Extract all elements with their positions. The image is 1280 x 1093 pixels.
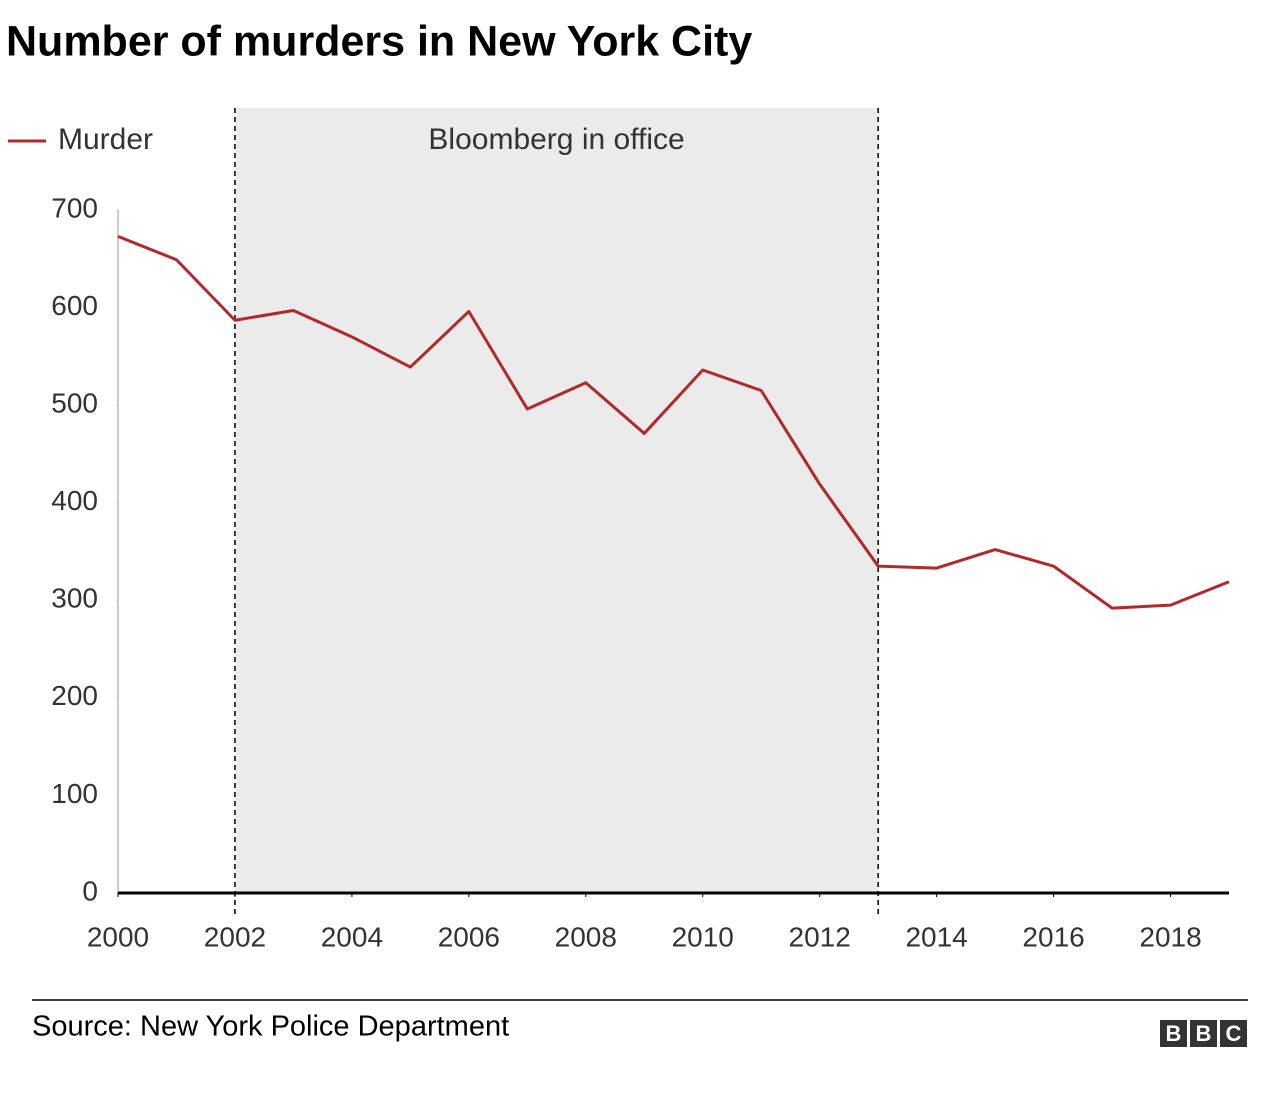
y-tick-label: 400 <box>51 485 98 516</box>
y-tick-label: 200 <box>51 680 98 711</box>
shaded-period <box>234 108 879 893</box>
legend-label: Murder <box>58 123 153 156</box>
x-tick-label: 2000 <box>87 921 149 952</box>
y-tick-label: 0 <box>82 875 98 906</box>
y-tick-label: 700 <box>51 192 98 223</box>
logo-letter: B <box>1166 1021 1182 1046</box>
y-tick-label: 600 <box>51 290 98 321</box>
logo-letter: B <box>1196 1021 1212 1046</box>
x-tick-label: 2006 <box>438 921 500 952</box>
x-tick-label: 2010 <box>672 921 734 952</box>
chart-title: Number of murders in New York City <box>6 17 752 65</box>
y-tick-label: 300 <box>51 583 98 614</box>
data-line <box>117 234 1230 610</box>
logo-box <box>1160 1020 1187 1047</box>
x-tick-label: 2002 <box>204 921 266 952</box>
x-tick-label: 2018 <box>1139 921 1201 952</box>
period-label: Bloomberg in office <box>428 123 684 156</box>
x-tick-label: 2008 <box>555 921 617 952</box>
logo-box <box>1220 1020 1247 1047</box>
x-tick-label: 2016 <box>1022 921 1084 952</box>
logo-letter: C <box>1226 1021 1242 1046</box>
logo-box <box>1190 1020 1217 1047</box>
x-tick-label: 2004 <box>321 921 383 952</box>
y-tick-label: 100 <box>51 778 98 809</box>
y-tick-label: 500 <box>51 388 98 419</box>
x-tick-label: 2012 <box>789 921 851 952</box>
source: Source: New York Police Department <box>32 1011 509 1043</box>
x-tick-label: 2014 <box>905 921 967 952</box>
